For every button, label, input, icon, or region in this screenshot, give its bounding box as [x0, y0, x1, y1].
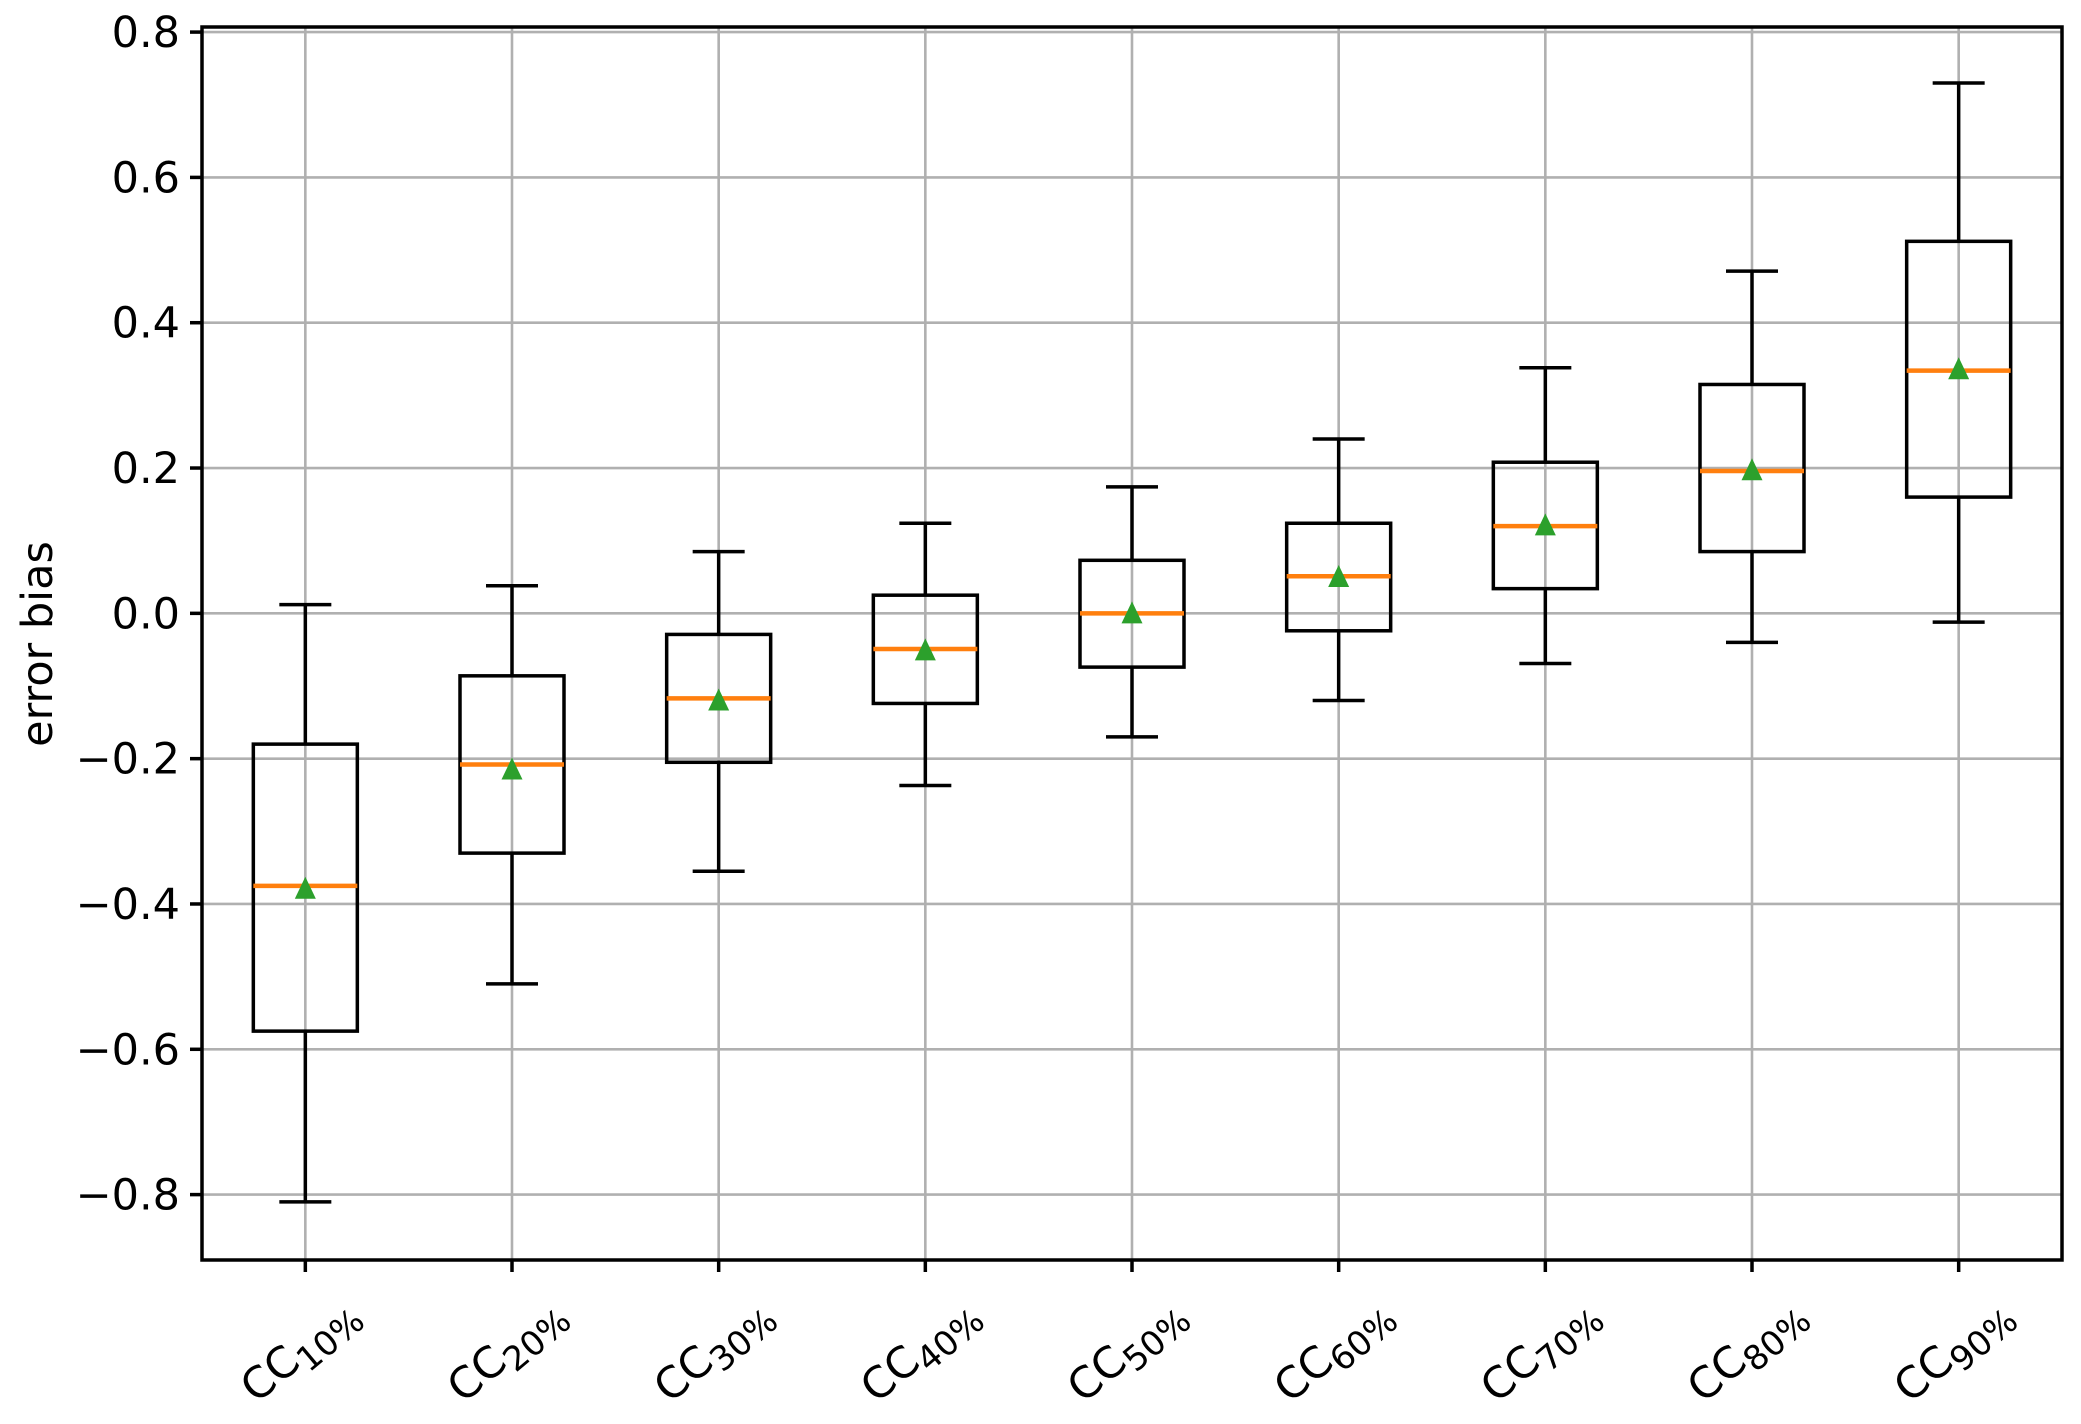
mean-marker: [1328, 565, 1350, 588]
box-group: [1698, 269, 1806, 645]
y-tick-label: −0.4: [76, 880, 180, 930]
x-tick-label: CC90%: [1885, 1287, 2026, 1419]
mean-marker: [708, 688, 730, 711]
mean-marker: [501, 757, 523, 780]
x-tick-label: CC70%: [1471, 1287, 1612, 1419]
x-tick-label: CC60%: [1265, 1287, 1406, 1419]
box-group: [1491, 366, 1600, 666]
box-group: [1078, 485, 1186, 739]
mean-marker: [294, 876, 316, 899]
tick-label-layer: −0.8 −0.6 −0.4 −0.2 0.0 0.2 0.4 0.6 0.8 CC10% CC20…: [76, 8, 2026, 1419]
mean-marker: [1741, 458, 1763, 481]
y-tick-label: 0.0: [112, 589, 180, 639]
box-layer: [251, 81, 2013, 1204]
mean-marker: [914, 638, 936, 661]
box-group: [664, 549, 773, 874]
box-group: [1284, 437, 1393, 703]
iqr-box: [1698, 382, 1806, 554]
axis-layer: [190, 25, 2064, 1272]
box-group: [1904, 81, 2013, 624]
box-group: [871, 521, 980, 788]
box-group: [458, 583, 566, 986]
y-tick-label: −0.2: [76, 735, 180, 785]
y-tick-label: 0.2: [112, 444, 180, 494]
y-tick-label: 0.6: [112, 153, 180, 203]
x-tick-label: CC50%: [1058, 1287, 1199, 1419]
mean-marker: [1121, 601, 1143, 624]
box-group: [251, 602, 360, 1204]
y-tick-label: 0.4: [112, 299, 180, 349]
y-axis-title: error bias: [13, 541, 63, 747]
mean-marker: [1534, 513, 1556, 536]
x-tick-label: CC30%: [645, 1287, 786, 1419]
y-tick-label: −0.8: [76, 1171, 180, 1221]
grid-layer: [202, 27, 2062, 1260]
y-tick-label: 0.8: [112, 8, 180, 58]
x-tick-label: CC40%: [851, 1287, 992, 1419]
x-tick-label: CC10%: [231, 1287, 372, 1419]
x-tick-label: CC80%: [1678, 1287, 1819, 1419]
x-tick-label: CC20%: [438, 1287, 579, 1419]
y-tick-label: −0.6: [76, 1025, 180, 1075]
mean-marker: [1948, 357, 1970, 380]
